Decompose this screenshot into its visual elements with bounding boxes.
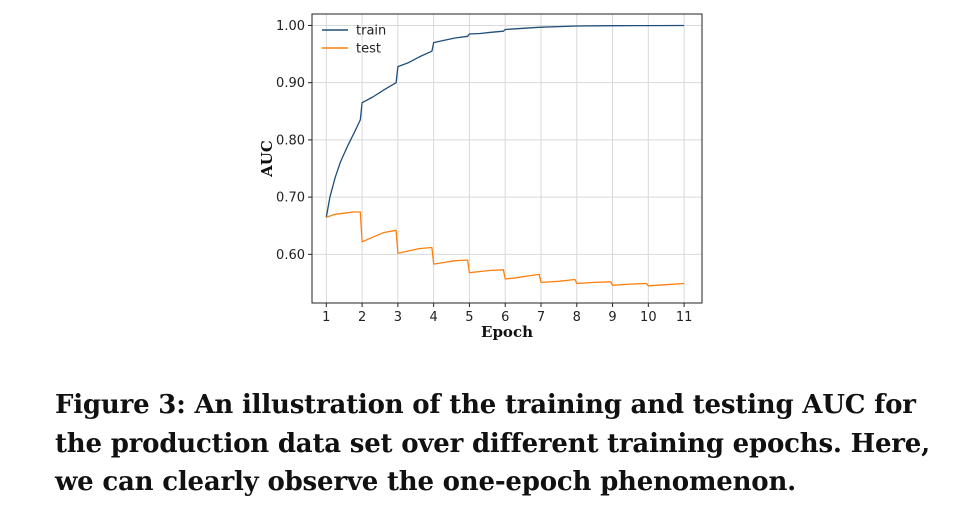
y-tick-label: 0.80 xyxy=(276,133,305,148)
legend-label-test: test xyxy=(356,42,381,57)
y-tick-label: 0.70 xyxy=(276,191,305,206)
figure-caption: Figure 3: An illustration of the trainin… xyxy=(55,390,930,497)
x-tick-label: 8 xyxy=(573,310,581,325)
series-lines xyxy=(325,24,685,287)
series-line-train xyxy=(325,24,685,218)
y-tick-label: 0.90 xyxy=(276,76,305,91)
x-tick-label: 2 xyxy=(358,310,366,325)
chart-legend: train test xyxy=(322,24,386,57)
series-line-test xyxy=(326,211,685,287)
legend-label-train: train xyxy=(356,24,386,39)
x-tick-label: 4 xyxy=(430,310,438,325)
auc-line-chart: 1 2 3 4 5 6 7 8 9 10 110.600.700.800.901.00 Epoch … xyxy=(258,13,703,341)
y-axis-label: AUC xyxy=(258,140,276,178)
grid-lines xyxy=(312,14,702,303)
y-tick-label: 0.60 xyxy=(276,248,305,263)
plot-area-frame xyxy=(311,13,703,304)
y-tick-label: 1.00 xyxy=(276,19,305,34)
axis-ticks: 1 2 3 4 5 6 7 8 9 10 11 0.60 0.70 0.80 0.90 1.00 xyxy=(276,19,692,325)
x-axis-label: Epoch xyxy=(481,323,533,341)
x-tick-label: 5 xyxy=(465,310,473,325)
x-tick-label: 3 xyxy=(394,310,402,325)
x-tick-label: 6 xyxy=(501,310,509,325)
x-tick-label: 7 xyxy=(537,310,545,325)
x-tick-label: 11 xyxy=(676,310,693,325)
x-tick-label: 1 xyxy=(322,310,330,325)
x-tick-label: 10 xyxy=(640,310,657,325)
x-tick-label: 9 xyxy=(608,310,616,325)
